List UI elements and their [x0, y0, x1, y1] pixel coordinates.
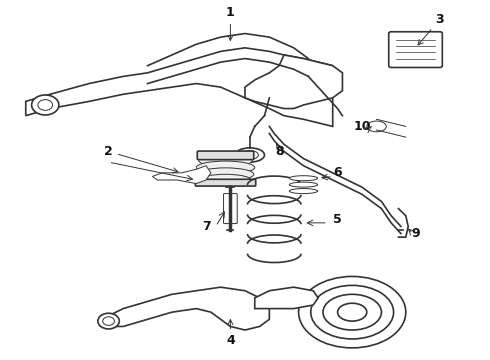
Ellipse shape — [311, 285, 393, 339]
Text: 6: 6 — [333, 166, 342, 179]
Circle shape — [31, 95, 59, 115]
Ellipse shape — [197, 168, 254, 181]
Text: 3: 3 — [418, 13, 444, 45]
Ellipse shape — [323, 294, 381, 330]
Circle shape — [98, 313, 119, 329]
FancyBboxPatch shape — [389, 32, 442, 67]
Text: 4: 4 — [226, 320, 235, 347]
Polygon shape — [255, 287, 318, 309]
FancyBboxPatch shape — [223, 194, 237, 224]
Ellipse shape — [200, 174, 251, 186]
Ellipse shape — [199, 154, 252, 167]
Text: 10: 10 — [353, 120, 370, 133]
Ellipse shape — [289, 176, 318, 181]
Text: 2: 2 — [104, 145, 178, 173]
Text: 9: 9 — [411, 227, 420, 240]
Text: 1: 1 — [226, 6, 235, 40]
Ellipse shape — [235, 148, 265, 162]
Text: 8: 8 — [275, 145, 283, 158]
FancyBboxPatch shape — [197, 151, 254, 159]
Polygon shape — [245, 55, 343, 109]
Ellipse shape — [289, 189, 318, 194]
Polygon shape — [109, 287, 270, 330]
Polygon shape — [26, 48, 333, 126]
FancyBboxPatch shape — [196, 179, 256, 186]
Ellipse shape — [367, 121, 386, 132]
Text: 5: 5 — [333, 213, 342, 226]
Ellipse shape — [196, 161, 255, 174]
Ellipse shape — [298, 276, 406, 348]
Polygon shape — [152, 166, 211, 184]
Text: 7: 7 — [202, 220, 210, 233]
Ellipse shape — [289, 182, 318, 187]
